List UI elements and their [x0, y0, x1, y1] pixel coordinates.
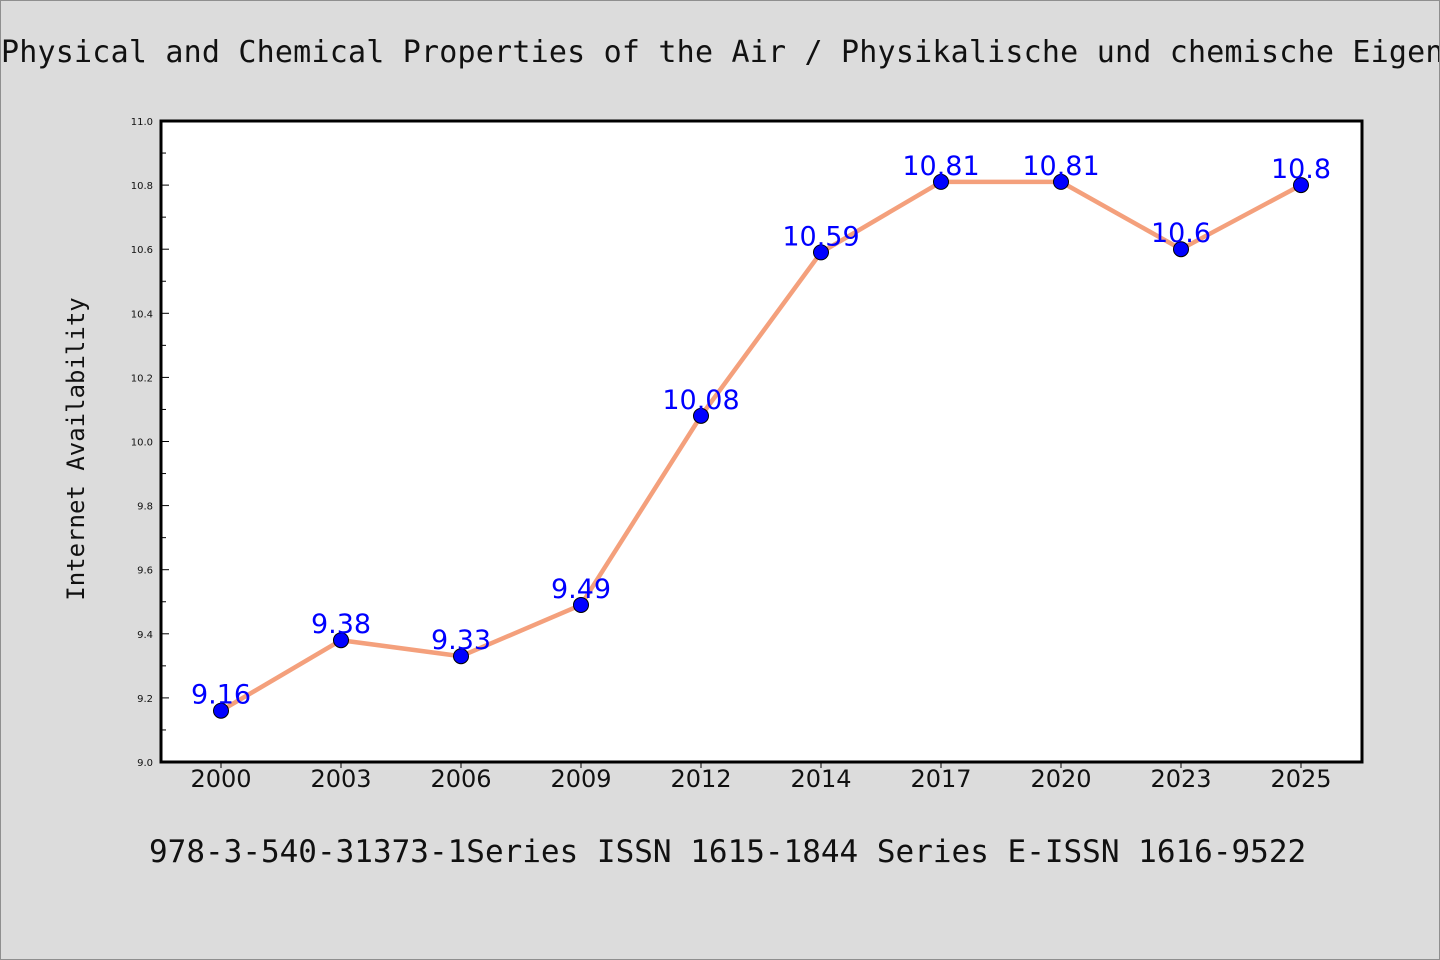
chart-title: Physical and Chemical Properties of the …	[1, 35, 1440, 70]
data-markers	[213, 173, 1309, 719]
data-point	[933, 173, 949, 190]
data-label: 10.08	[662, 385, 739, 416]
x-axis-ticks: 2000 2003 2006 2009 2012 2014 2017 2020 2023 2025	[190, 762, 1332, 793]
series-line	[218, 179, 1304, 713]
x-tick-label: 2012	[670, 765, 731, 793]
data-label: 10.6	[1151, 218, 1211, 249]
data-label: 10.8	[1271, 154, 1331, 185]
data-labels: 9.16 9.38 9.33 9.49 10.08 10.59 10.81 10.81 10.6…	[191, 151, 1331, 711]
data-point	[693, 407, 709, 424]
x-tick-label: 2000	[190, 765, 251, 793]
data-label: 9.49	[551, 574, 611, 605]
y-axis-label: Internet Availability	[62, 297, 90, 600]
x-tick-label: 2009	[550, 765, 611, 793]
footer-text: 978-3-540-31373-1Series ISSN 1615-1844 S…	[149, 834, 1307, 870]
y-tick-label: 9.6	[137, 566, 153, 577]
data-point	[333, 632, 349, 649]
data-point	[813, 244, 829, 261]
y-tick-label: 11.0	[131, 117, 153, 128]
y-tick-label: 9.0	[137, 758, 153, 769]
data-point	[1293, 177, 1309, 194]
y-tick-label: 9.2	[137, 694, 153, 705]
y-tick-label: 10.8	[131, 181, 153, 192]
plot-area	[159, 119, 1364, 764]
y-tick-label: 10.4	[131, 309, 153, 320]
data-point	[453, 648, 469, 665]
data-label: 9.38	[311, 609, 371, 640]
x-tick-label: 2023	[1150, 765, 1211, 793]
x-tick-label: 2003	[310, 765, 371, 793]
y-tick-label: 9.4	[137, 630, 153, 641]
data-label: 10.81	[1022, 151, 1099, 182]
y-tick-label: 10.2	[131, 373, 153, 384]
data-point	[213, 702, 229, 719]
x-tick-label: 2006	[430, 765, 491, 793]
data-label: 10.59	[782, 221, 859, 252]
x-tick-label: 2014	[790, 765, 851, 793]
y-tick-label: 10.6	[131, 245, 153, 256]
x-tick-label: 2025	[1270, 765, 1331, 793]
y-tick-label: 9.8	[137, 502, 153, 513]
data-label: 10.81	[902, 151, 979, 182]
y-axis-ticks: 9.0 9.2 9.4 9.6 9.8 10.0 10.2 10.4 10.6 10.8 11.0	[131, 117, 169, 769]
y-tick-label: 10.0	[131, 438, 153, 449]
data-point	[573, 596, 589, 613]
x-tick-label: 2017	[910, 765, 971, 793]
x-tick-label: 2020	[1030, 765, 1091, 793]
data-point	[1053, 173, 1069, 190]
data-point	[1173, 241, 1189, 258]
data-label: 9.16	[191, 680, 251, 711]
data-label: 9.33	[431, 625, 491, 656]
